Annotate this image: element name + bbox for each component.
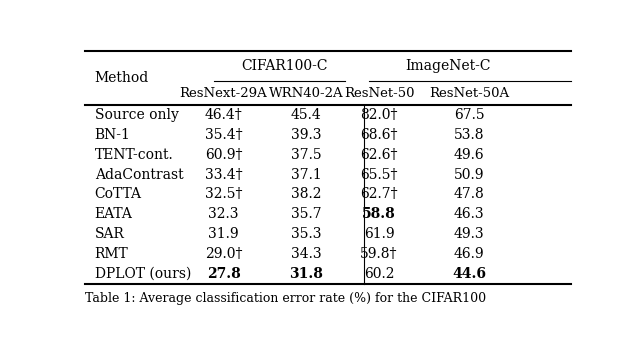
Text: 32.5†: 32.5† <box>205 187 243 202</box>
Text: 60.2: 60.2 <box>364 267 394 281</box>
Text: 44.6: 44.6 <box>452 267 486 281</box>
Text: 50.9: 50.9 <box>454 168 484 182</box>
Text: ResNet-50: ResNet-50 <box>344 87 414 100</box>
Text: 58.8: 58.8 <box>362 207 396 221</box>
Text: 37.5: 37.5 <box>291 148 321 162</box>
Text: 46.3: 46.3 <box>454 207 484 221</box>
Text: 39.3: 39.3 <box>291 128 321 142</box>
Text: EATA: EATA <box>95 207 132 221</box>
Text: 27.8: 27.8 <box>207 267 241 281</box>
Text: 46.4†: 46.4† <box>205 108 243 122</box>
Text: TENT-cont.: TENT-cont. <box>95 148 173 162</box>
Text: RMT: RMT <box>95 247 129 261</box>
Text: 65.5†: 65.5† <box>360 168 398 182</box>
Text: 67.5: 67.5 <box>454 108 484 122</box>
Text: 47.8: 47.8 <box>454 187 484 202</box>
Text: ImageNet-C: ImageNet-C <box>406 59 491 73</box>
Text: 37.1: 37.1 <box>291 168 321 182</box>
Text: 31.9: 31.9 <box>208 227 239 241</box>
Text: 62.6†: 62.6† <box>360 148 398 162</box>
Text: ResNext-29A: ResNext-29A <box>180 87 268 100</box>
Text: 62.7†: 62.7† <box>360 187 398 202</box>
Text: 49.3: 49.3 <box>454 227 484 241</box>
Text: Source only: Source only <box>95 108 179 122</box>
Text: CIFAR100-C: CIFAR100-C <box>241 59 328 73</box>
Text: 35.4†: 35.4† <box>205 128 243 142</box>
Text: ResNet-50A: ResNet-50A <box>429 87 509 100</box>
Text: 60.9†: 60.9† <box>205 148 243 162</box>
Text: 59.8†: 59.8† <box>360 247 398 261</box>
Text: 29.0†: 29.0† <box>205 247 243 261</box>
Text: 35.7: 35.7 <box>291 207 321 221</box>
Text: 34.3: 34.3 <box>291 247 321 261</box>
Text: Table 1: Average classification error rate (%) for the CIFAR100: Table 1: Average classification error ra… <box>85 292 486 305</box>
Text: 35.3: 35.3 <box>291 227 321 241</box>
Text: 82.0†: 82.0† <box>360 108 398 122</box>
Text: 53.8: 53.8 <box>454 128 484 142</box>
Text: DPLOT (ours): DPLOT (ours) <box>95 267 191 281</box>
Text: 61.9: 61.9 <box>364 227 394 241</box>
Text: 33.4†: 33.4† <box>205 168 243 182</box>
Text: CoTTA: CoTTA <box>95 187 141 202</box>
Text: 49.6: 49.6 <box>454 148 484 162</box>
Text: AdaContrast: AdaContrast <box>95 168 183 182</box>
Text: 45.4: 45.4 <box>291 108 321 122</box>
Text: BN-1: BN-1 <box>95 128 131 142</box>
Text: Method: Method <box>95 71 149 85</box>
Text: WRN40-2A: WRN40-2A <box>269 87 344 100</box>
Text: 31.8: 31.8 <box>289 267 323 281</box>
Text: 68.6†: 68.6† <box>360 128 398 142</box>
Text: 46.9: 46.9 <box>454 247 484 261</box>
Text: 32.3: 32.3 <box>208 207 239 221</box>
Text: SAR: SAR <box>95 227 125 241</box>
Text: 38.2: 38.2 <box>291 187 321 202</box>
